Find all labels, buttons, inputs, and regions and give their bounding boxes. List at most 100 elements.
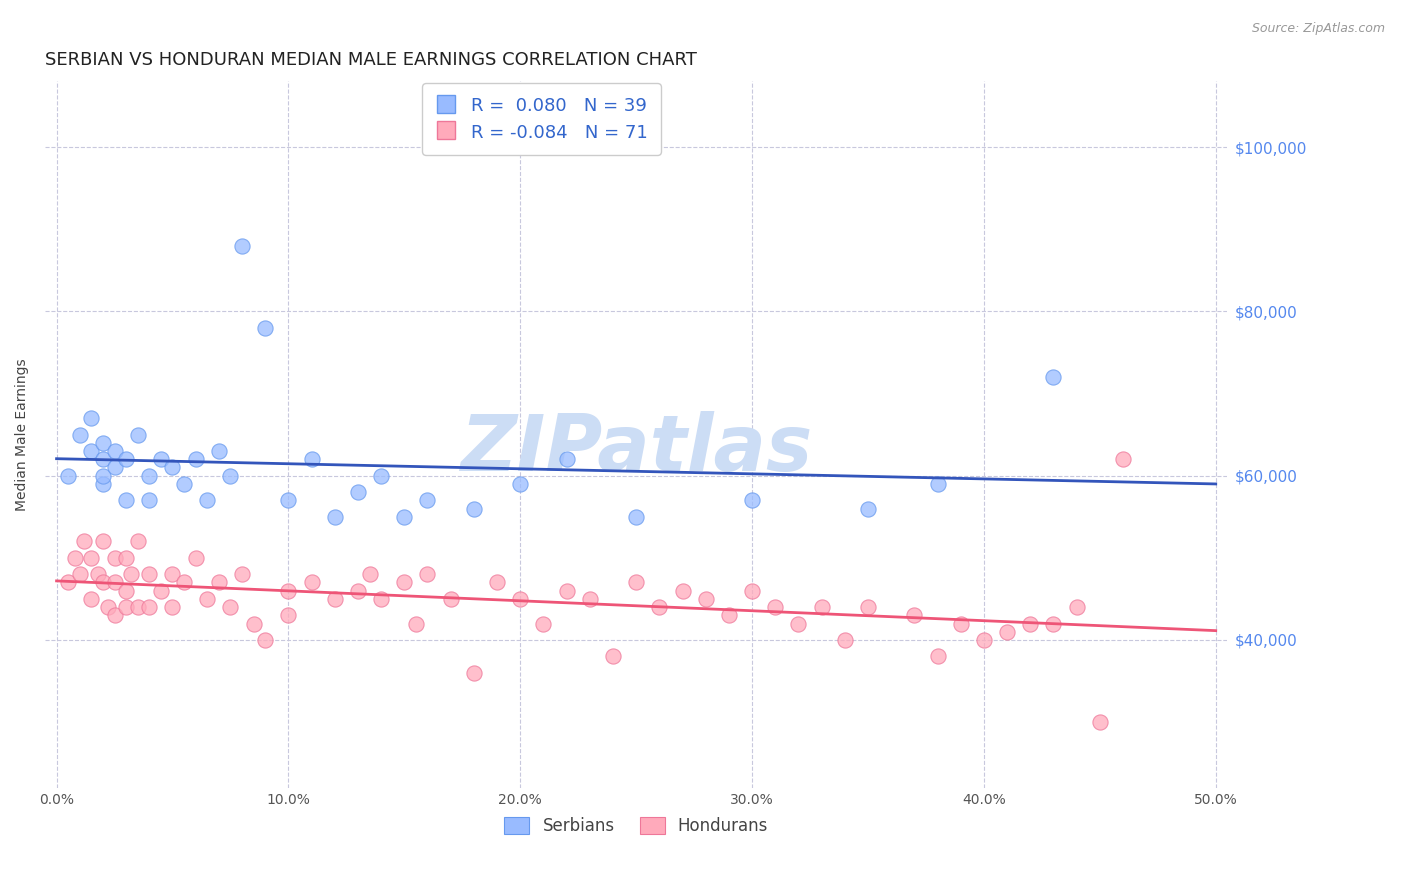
Point bbox=[717, 608, 740, 623]
Point bbox=[370, 591, 392, 606]
Point bbox=[277, 608, 299, 623]
Point bbox=[195, 493, 218, 508]
Point bbox=[463, 665, 485, 680]
Point bbox=[254, 632, 277, 647]
Point bbox=[555, 583, 578, 598]
Point bbox=[648, 600, 671, 615]
Point bbox=[486, 575, 509, 590]
Point bbox=[927, 476, 949, 491]
Point bbox=[219, 600, 242, 615]
Point bbox=[138, 468, 160, 483]
Point bbox=[208, 444, 231, 458]
Point bbox=[80, 411, 103, 425]
Point bbox=[184, 452, 207, 467]
Point bbox=[56, 468, 79, 483]
Point bbox=[120, 567, 142, 582]
Point bbox=[763, 600, 786, 615]
Point bbox=[219, 468, 242, 483]
Text: Source: ZipAtlas.com: Source: ZipAtlas.com bbox=[1251, 22, 1385, 36]
Point bbox=[810, 600, 832, 615]
Point bbox=[1112, 452, 1135, 467]
Point bbox=[103, 550, 125, 565]
Point bbox=[91, 452, 114, 467]
Point bbox=[624, 575, 647, 590]
Point bbox=[1019, 616, 1042, 631]
Point bbox=[115, 452, 138, 467]
Point bbox=[63, 550, 86, 565]
Point bbox=[463, 501, 485, 516]
Point bbox=[509, 591, 531, 606]
Point bbox=[69, 567, 91, 582]
Point bbox=[555, 452, 578, 467]
Point bbox=[602, 649, 624, 664]
Point bbox=[162, 460, 184, 475]
Point bbox=[184, 550, 207, 565]
Point bbox=[231, 567, 253, 582]
Point bbox=[741, 583, 763, 598]
Point bbox=[127, 534, 149, 549]
Point bbox=[138, 493, 160, 508]
Point bbox=[69, 427, 91, 442]
Point bbox=[115, 550, 138, 565]
Point bbox=[91, 435, 114, 450]
Point bbox=[301, 452, 323, 467]
Point bbox=[254, 320, 277, 334]
Point bbox=[531, 616, 554, 631]
Point bbox=[149, 452, 172, 467]
Point bbox=[138, 600, 160, 615]
Point bbox=[787, 616, 810, 631]
Point bbox=[208, 575, 231, 590]
Point bbox=[103, 608, 125, 623]
Point bbox=[103, 460, 125, 475]
Point bbox=[394, 509, 416, 524]
Point bbox=[1066, 600, 1088, 615]
Point bbox=[949, 616, 972, 631]
Point bbox=[927, 649, 949, 664]
Point bbox=[73, 534, 96, 549]
Point bbox=[973, 632, 995, 647]
Point bbox=[323, 591, 346, 606]
Text: ZIPatlas: ZIPatlas bbox=[460, 410, 813, 487]
Point bbox=[91, 534, 114, 549]
Point bbox=[103, 575, 125, 590]
Point bbox=[149, 583, 172, 598]
Point bbox=[394, 575, 416, 590]
Point bbox=[370, 468, 392, 483]
Point bbox=[903, 608, 925, 623]
Point bbox=[416, 567, 439, 582]
Point bbox=[416, 493, 439, 508]
Point bbox=[80, 444, 103, 458]
Point bbox=[162, 567, 184, 582]
Point bbox=[1088, 715, 1111, 730]
Point bbox=[127, 427, 149, 442]
Point bbox=[231, 238, 253, 252]
Point bbox=[91, 476, 114, 491]
Point bbox=[301, 575, 323, 590]
Point bbox=[91, 468, 114, 483]
Point bbox=[347, 583, 370, 598]
Point bbox=[173, 476, 195, 491]
Point bbox=[115, 493, 138, 508]
Point bbox=[834, 632, 856, 647]
Point bbox=[440, 591, 463, 606]
Point bbox=[80, 550, 103, 565]
Point bbox=[97, 600, 120, 615]
Point bbox=[856, 600, 879, 615]
Point bbox=[856, 501, 879, 516]
Point bbox=[624, 509, 647, 524]
Point bbox=[162, 600, 184, 615]
Point bbox=[995, 624, 1018, 639]
Point bbox=[359, 567, 381, 582]
Y-axis label: Median Male Earnings: Median Male Earnings bbox=[15, 359, 30, 511]
Text: SERBIAN VS HONDURAN MEDIAN MALE EARNINGS CORRELATION CHART: SERBIAN VS HONDURAN MEDIAN MALE EARNINGS… bbox=[45, 51, 697, 69]
Point bbox=[91, 575, 114, 590]
Point bbox=[1042, 616, 1064, 631]
Point bbox=[115, 583, 138, 598]
Point bbox=[87, 567, 110, 582]
Point bbox=[115, 600, 138, 615]
Point bbox=[277, 583, 299, 598]
Point bbox=[741, 493, 763, 508]
Point bbox=[578, 591, 600, 606]
Point bbox=[173, 575, 195, 590]
Point bbox=[80, 591, 103, 606]
